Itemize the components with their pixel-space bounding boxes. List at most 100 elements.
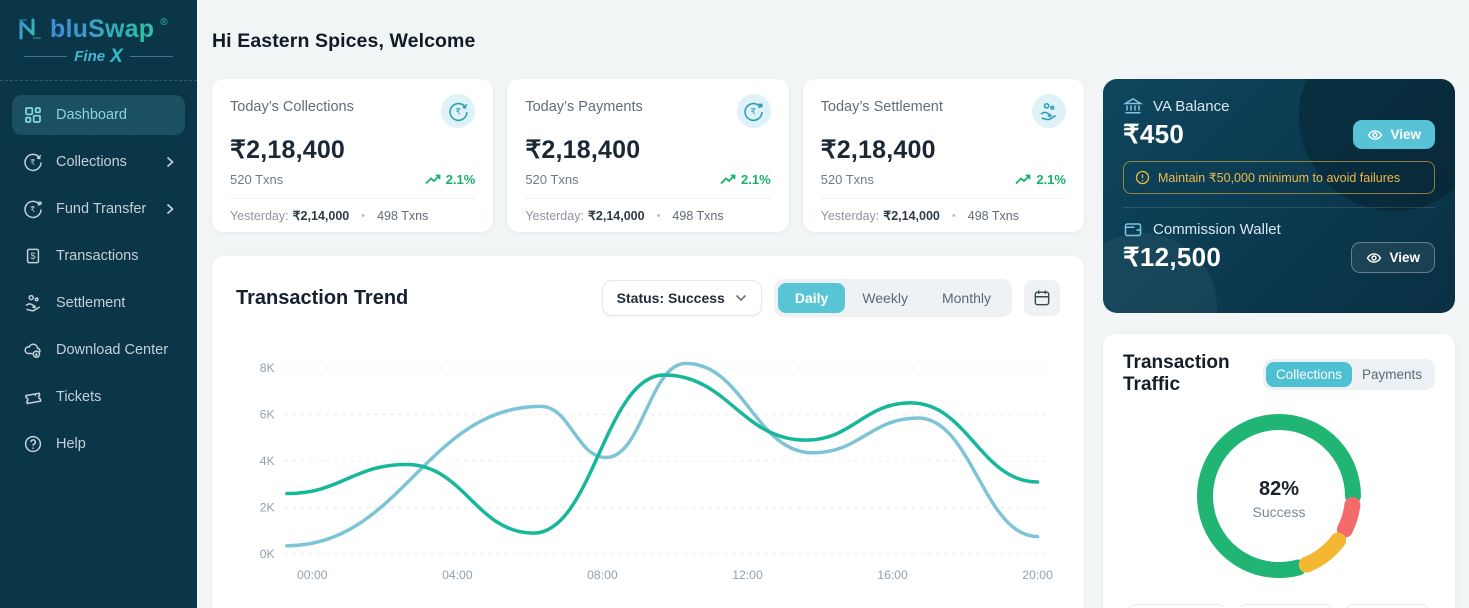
va-balance-card: VA Balance ₹450 View [1103, 79, 1455, 313]
trend-up-icon [1015, 174, 1031, 185]
stat-card-trend: 2.1% [425, 172, 475, 187]
x-tick: 00:00 [297, 568, 328, 582]
sidebar-item-transactions[interactable]: $ Transactions [12, 236, 185, 276]
status-filter-dropdown[interactable]: Status: Success [601, 280, 762, 316]
transactions-icon: $ [26, 248, 40, 264]
y-tick: 4K [260, 454, 276, 468]
stat-card-todays-payments: Today’s Payments ₹ ₹2,18,400 [507, 79, 789, 232]
tickets-icon [24, 392, 42, 405]
va-view-button[interactable]: View [1353, 120, 1435, 149]
va-balance-value: ₹450 [1123, 119, 1185, 149]
sidebar-item-download-center[interactable]: Download Center [12, 330, 185, 370]
svg-text:$: $ [30, 251, 35, 261]
chevron-down-icon [735, 294, 746, 302]
stat-card-todays-settlement: Today’s Settlement ₹2,18,400 [802, 79, 1084, 232]
trend-up-icon [425, 174, 441, 185]
legend-initiated: Initiated [1238, 604, 1333, 608]
warning-icon [1135, 170, 1150, 185]
legend-success: Success [1127, 604, 1227, 608]
trend-series-light-blue [285, 361, 1040, 548]
yesterday-value: ₹2,14,000 [587, 209, 645, 223]
help-icon [24, 435, 42, 453]
period-tabs: Daily Weekly Monthly [773, 279, 1012, 317]
sidebar-item-label: Fund Transfer [56, 201, 147, 217]
va-minimum-warning: Maintain ₹50,000 minimum to avoid failur… [1123, 161, 1435, 194]
stat-card-txns: 520 Txns [525, 172, 579, 187]
tab-daily[interactable]: Daily [777, 283, 846, 313]
sidebar-item-label: Collections [56, 154, 127, 170]
x-tick: 20:00 [1022, 568, 1053, 582]
trend-series-teal-green [285, 373, 1040, 535]
x-tick: 12:00 [732, 568, 763, 582]
commission-wallet-label: Commission Wallet [1153, 220, 1281, 238]
svg-text:₹: ₹ [30, 205, 35, 214]
chevron-right-icon [166, 156, 174, 168]
yesterday-label: Yesterday: [820, 208, 880, 223]
sidebar-item-label: Dashboard [56, 107, 127, 123]
y-tick: 8K [260, 361, 276, 375]
stat-card-title: Today’s Collections [230, 99, 354, 115]
y-tick: 0K [260, 547, 276, 561]
fund-transfer-icon: ₹ [24, 200, 42, 219]
main-content: Hi Eastern Spices, Welcome Today’s Colle… [197, 0, 1469, 608]
brand-logo-icon [19, 18, 41, 40]
stat-card-txns: 520 Txns [820, 172, 874, 187]
donut-slice-initiated [1298, 532, 1347, 573]
x-tick: 04:00 [442, 568, 473, 582]
trend-up-icon [720, 174, 736, 185]
sidebar-item-help[interactable]: Help [12, 424, 185, 464]
y-tick: 6K [260, 408, 276, 422]
transaction-trend-card: Transaction Trend Status: Success Daily … [212, 256, 1084, 608]
yesterday-value: ₹2,14,000 [292, 209, 350, 223]
toggle-payments[interactable]: Payments [1361, 366, 1422, 382]
transaction-traffic-card: Transaction Traffic Collections Payments [1103, 334, 1455, 608]
stat-card-trend: 2.1% [720, 172, 771, 187]
traffic-donut-chart: 82% Success [1191, 408, 1367, 589]
tab-weekly[interactable]: Weekly [862, 290, 908, 306]
calendar-icon [1034, 290, 1050, 306]
collections-in-icon: ₹ [441, 94, 476, 128]
legend-failed: Failed [1344, 604, 1431, 608]
brand-name: bluSwap [50, 14, 155, 43]
sidebar-item-fund-transfer[interactable]: ₹ Fund Transfer [12, 189, 185, 229]
download-center-icon [24, 343, 41, 359]
sidebar-item-label: Download Center [56, 342, 169, 358]
eye-icon [1367, 252, 1382, 263]
tab-monthly[interactable]: Monthly [941, 290, 991, 306]
calendar-button[interactable] [1024, 280, 1060, 316]
sidebar-nav: Dashboard ₹ Collections ₹ Fund Transfer [0, 81, 197, 471]
stat-cards-row: Today’s Collections ₹ ₹2,18,400 [212, 79, 1084, 232]
stat-card-value: ₹2,18,400 [820, 136, 936, 164]
trend-title: Transaction Trend [236, 286, 409, 309]
brand-registered-mark: ® [160, 16, 168, 28]
stat-card-title: Today’s Payments [525, 99, 643, 115]
payments-out-icon: ₹ [736, 94, 771, 128]
chevron-right-icon [166, 203, 174, 215]
brand-tagline: Fine X [16, 46, 181, 68]
sidebar-item-label: Help [56, 436, 86, 452]
stat-card-value: ₹2,18,400 [230, 136, 346, 164]
dashboard-icon [25, 107, 41, 123]
toggle-collections[interactable]: Collections [1265, 361, 1352, 387]
va-balance-label: VA Balance [1153, 97, 1230, 115]
sidebar-item-tickets[interactable]: Tickets [12, 377, 185, 417]
sidebar-item-settlement[interactable]: Settlement [12, 283, 185, 323]
x-tick: 08:00 [587, 568, 618, 582]
sidebar-item-label: Tickets [56, 389, 102, 405]
sidebar-item-collections[interactable]: ₹ Collections [12, 142, 185, 182]
donut-slice-success [1197, 414, 1361, 579]
svg-text:₹: ₹ [751, 106, 756, 116]
svg-text:₹: ₹ [455, 106, 460, 116]
settlement-icon [25, 294, 41, 312]
stat-card-txns: 520 Txns [230, 172, 284, 187]
svg-text:₹: ₹ [30, 158, 35, 167]
stat-card-trend: 2.1% [1015, 172, 1066, 187]
sidebar-item-label: Settlement [56, 295, 126, 311]
stat-card-value: ₹2,18,400 [525, 136, 641, 164]
sidebar-item-dashboard[interactable]: Dashboard [12, 95, 185, 135]
traffic-title: Transaction Traffic [1123, 352, 1230, 395]
commission-view-button[interactable]: View [1351, 242, 1435, 273]
yesterday-txns: 498 Txns [672, 208, 724, 223]
sidebar-item-label: Transactions [56, 248, 139, 264]
